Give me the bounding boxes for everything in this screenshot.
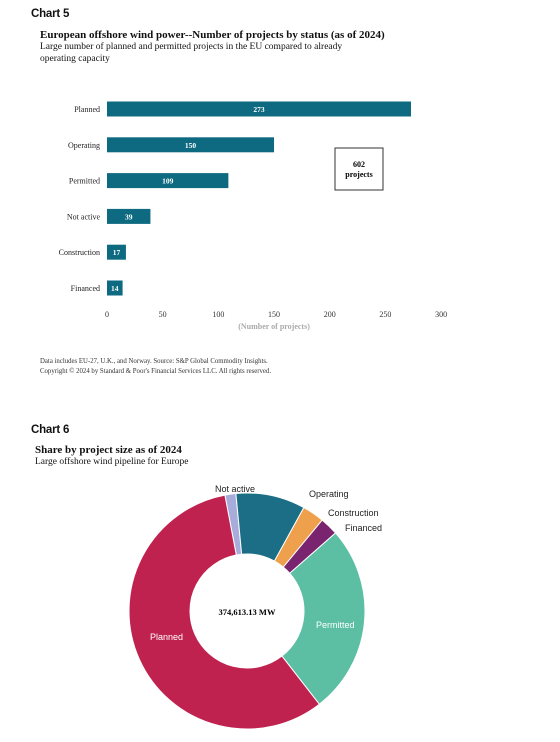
bar-label-financed: Financed xyxy=(71,284,100,293)
bar-planned xyxy=(107,101,411,117)
bar-label-not-active: Not active xyxy=(67,212,101,221)
bar-construction xyxy=(107,244,126,260)
bar-label-planned: Planned xyxy=(74,105,100,114)
bar-value-financed: 14 xyxy=(111,284,119,293)
slice-label-permitted: Permitted xyxy=(316,620,355,630)
slice-label-planned: Planned xyxy=(150,632,183,642)
chart6-title: Share by project size as of 2024 xyxy=(35,444,182,456)
x-tick-100: 100 xyxy=(212,310,224,319)
slice-label-operating: Operating xyxy=(309,489,349,499)
x-tick-0: 0 xyxy=(105,310,109,319)
bar-not-active xyxy=(107,208,151,224)
chart5-subtitle-line2: operating capacity xyxy=(40,54,110,64)
slice-label-not-active: Not active xyxy=(215,484,255,494)
chart5-label: Chart 5 xyxy=(31,8,70,20)
chart5-footnote-line1: Data includes EU-27, U.K., and Norway. S… xyxy=(40,358,268,365)
x-tick-300: 300 xyxy=(435,310,447,319)
bar-label-construction: Construction xyxy=(59,248,100,257)
slice-label-construction: Construction xyxy=(328,508,379,518)
x-tick-250: 250 xyxy=(379,310,391,319)
x-tick-200: 200 xyxy=(324,310,336,319)
chart5-footnote-line2: Copyright © 2024 by Standard & Poor's Fi… xyxy=(40,368,272,375)
callout-unit: projects xyxy=(345,170,372,179)
donut-chart: Not active Operating Construction Financed P… xyxy=(128,484,382,730)
x-axis-label: (Number of projects) xyxy=(238,322,310,331)
bar-value-operating: 150 xyxy=(185,141,197,150)
bar-financed xyxy=(107,280,123,296)
chart5-subtitle-line1: Large number of planned and permitted pr… xyxy=(40,42,343,52)
x-tick-50: 50 xyxy=(159,310,167,319)
donut-center-label: 374,613.13 MW xyxy=(219,607,276,617)
slice-permitted xyxy=(281,532,366,705)
bar-value-not-active: 39 xyxy=(125,212,133,221)
total-callout: 602 projects xyxy=(334,147,384,191)
chart6-subtitle: Large offshore wind pipeline for Europe xyxy=(35,457,189,467)
bar-label-operating: Operating xyxy=(68,141,100,150)
chart6-label: Chart 6 xyxy=(31,424,70,436)
slice-planned xyxy=(128,494,321,730)
chart5-title: European offshore wind power--Number of … xyxy=(40,29,385,41)
x-tick-150: 150 xyxy=(268,310,280,319)
bar-value-construction: 17 xyxy=(113,248,121,257)
bar-value-planned: 273 xyxy=(253,105,265,114)
bar-operating xyxy=(107,137,275,153)
callout-value: 602 xyxy=(353,160,365,169)
bar-value-permitted: 109 xyxy=(162,177,174,186)
bar-permitted xyxy=(107,173,229,189)
slice-label-financed: Financed xyxy=(345,523,382,533)
bar-label-permitted: Permitted xyxy=(69,177,100,186)
bar-chart: Planned 273 Operating 150 Permitted 109 Not ac… xyxy=(59,101,447,331)
